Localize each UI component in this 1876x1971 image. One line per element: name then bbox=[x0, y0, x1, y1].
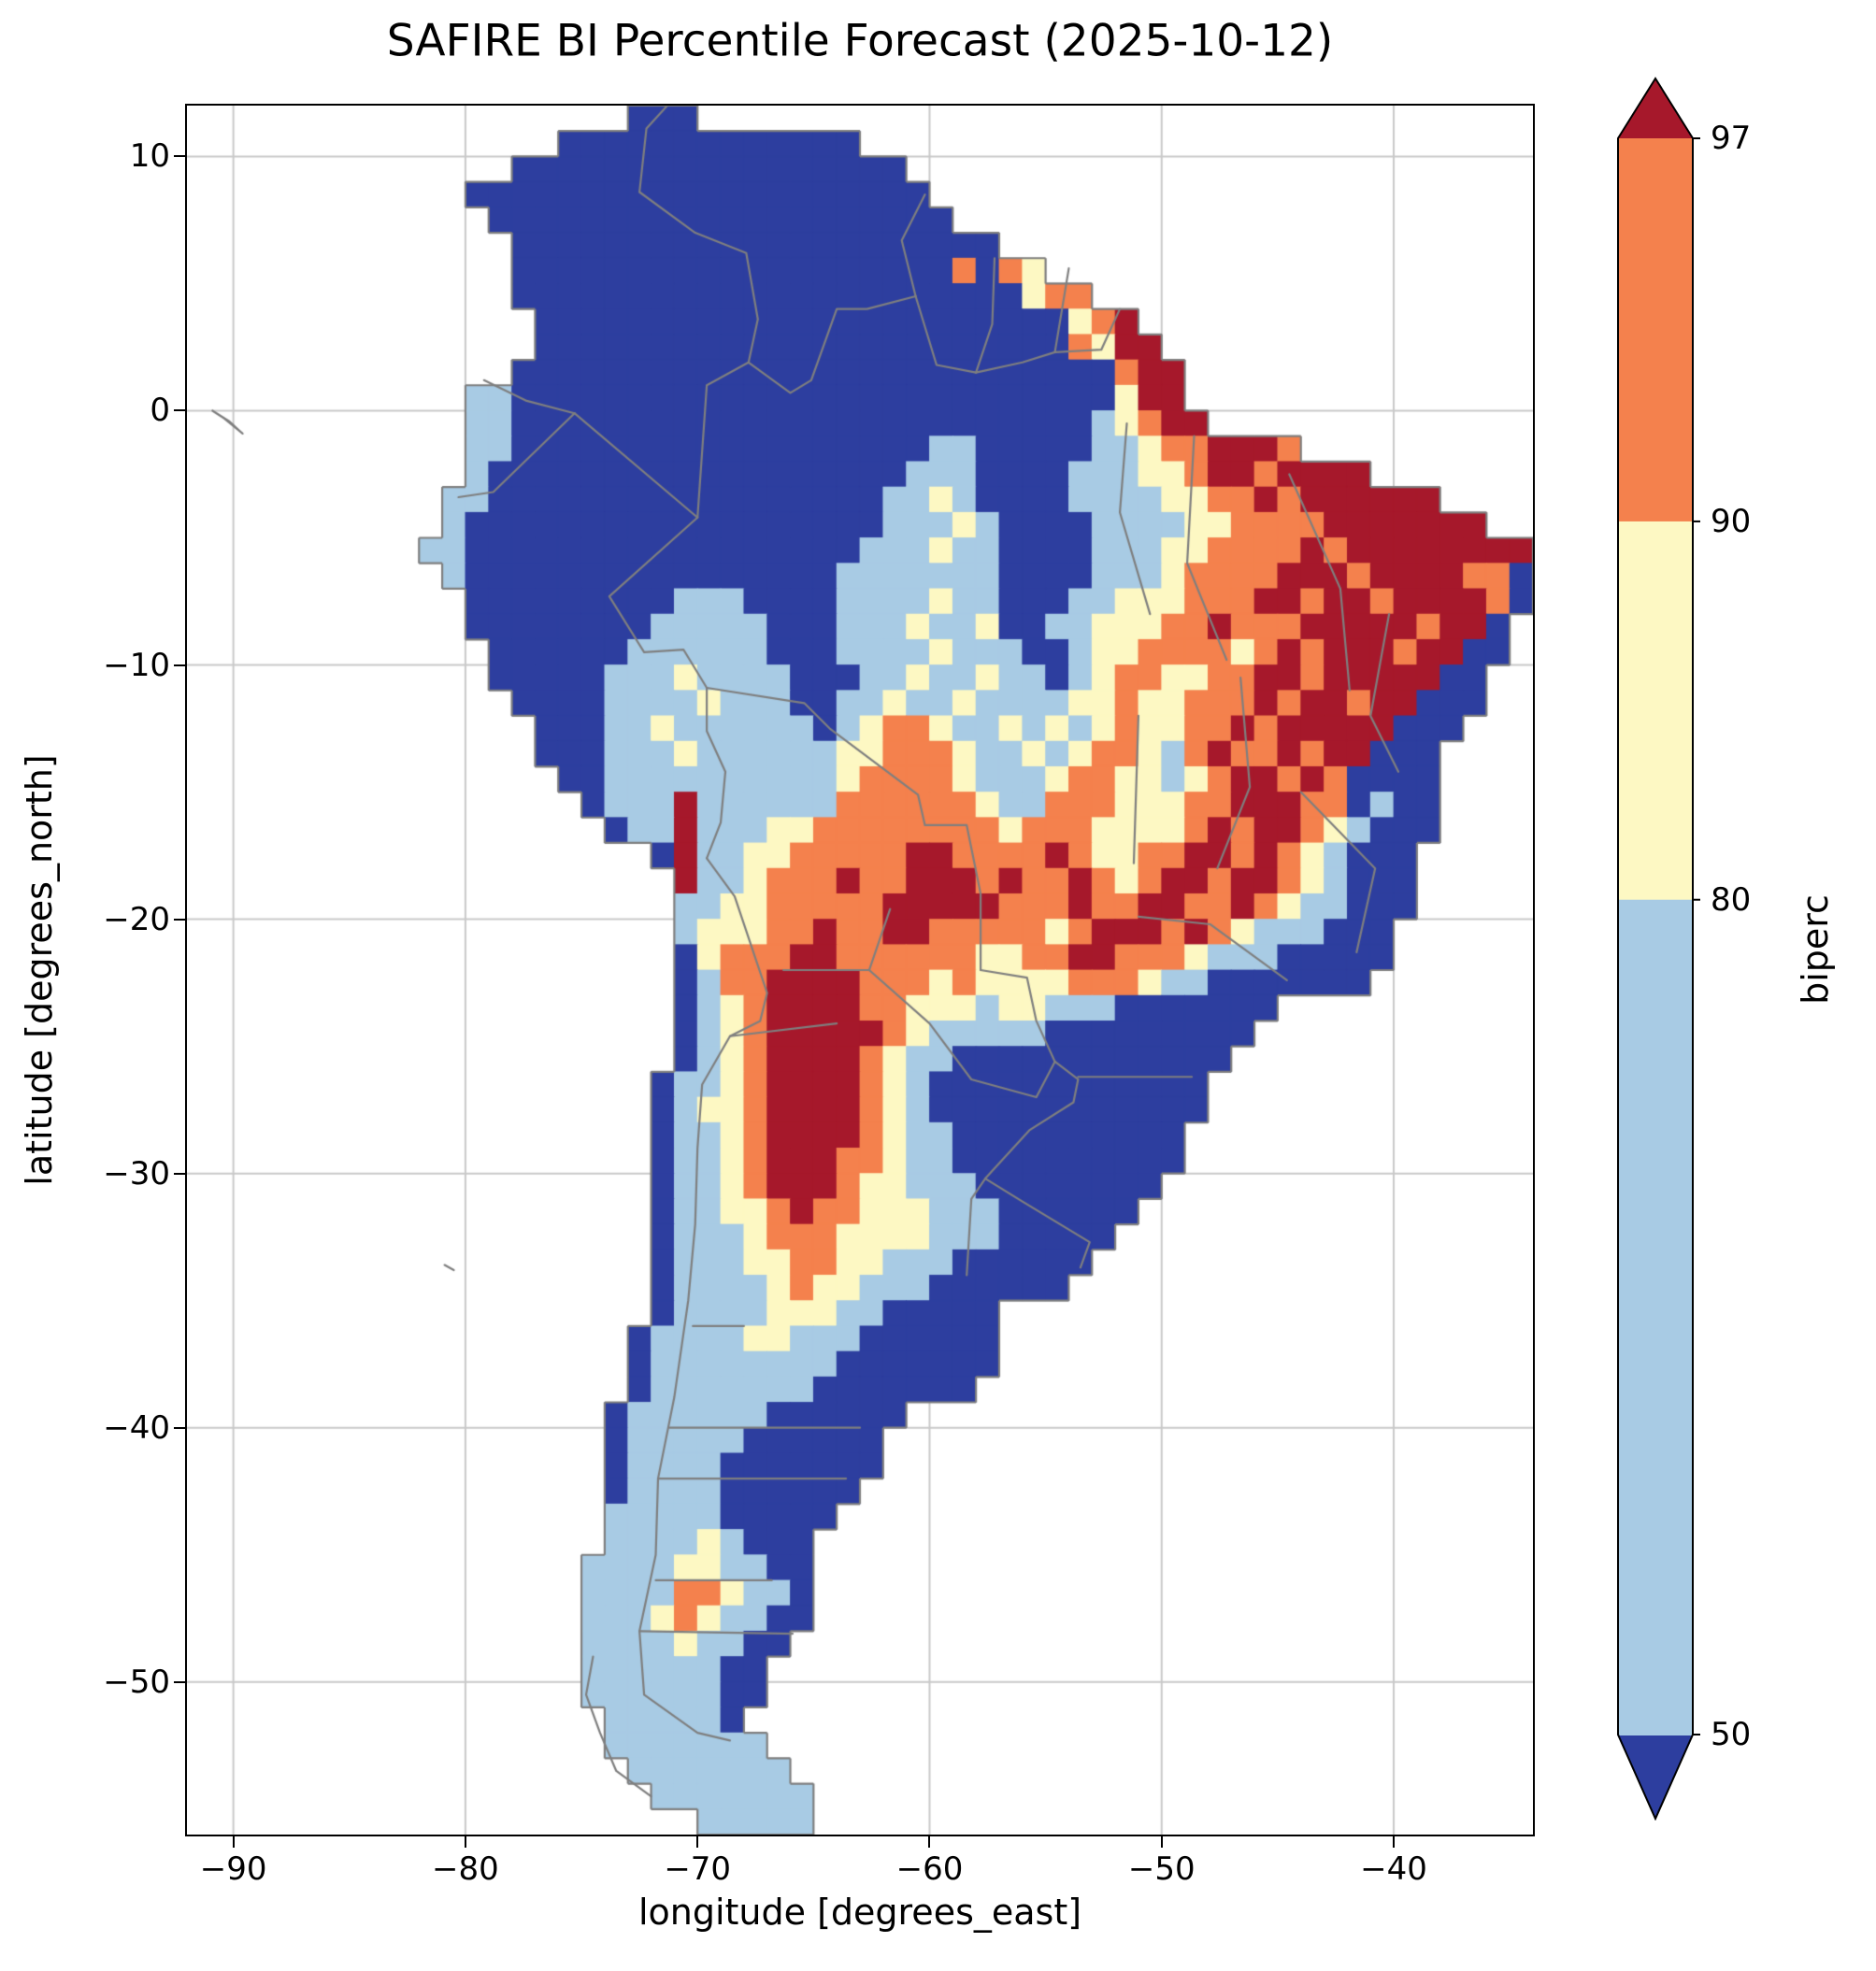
y-tick-label: 0 bbox=[150, 392, 170, 430]
y-tick-label: 10 bbox=[129, 137, 170, 176]
x-tick-label: −60 bbox=[895, 1850, 964, 1888]
chart-title: SAFIRE BI Percentile Forecast (2025-10-1… bbox=[386, 15, 1334, 67]
y-tick-mark bbox=[174, 155, 185, 158]
x-tick-mark bbox=[232, 1836, 235, 1848]
y-tick-label: −20 bbox=[103, 900, 170, 938]
map-plot bbox=[185, 104, 1535, 1836]
x-tick-mark bbox=[1160, 1836, 1163, 1848]
y-tick-mark bbox=[174, 409, 185, 412]
x-tick-label: −70 bbox=[664, 1850, 732, 1888]
y-tick-mark bbox=[174, 664, 185, 666]
x-axis-label: longitude [degrees_east] bbox=[637, 1892, 1082, 1933]
y-tick-label: −50 bbox=[103, 1663, 170, 1701]
y-tick-label: −10 bbox=[103, 646, 170, 684]
colorbar-svg bbox=[1617, 77, 1700, 1821]
colorbar-label: biperc bbox=[1795, 894, 1836, 1005]
colorbar-tick-label: 50 bbox=[1711, 1716, 1752, 1753]
colorbar-tick-label: 80 bbox=[1711, 880, 1752, 919]
y-tick-mark bbox=[174, 918, 185, 921]
x-tick-mark bbox=[464, 1836, 466, 1848]
y-tick-mark bbox=[174, 1426, 185, 1429]
x-tick-label: −90 bbox=[199, 1850, 267, 1888]
y-tick-label: −40 bbox=[103, 1408, 170, 1447]
colorbar bbox=[1617, 77, 1701, 1821]
colorbar-tick-label: 90 bbox=[1711, 502, 1752, 540]
x-tick-label: −80 bbox=[432, 1850, 499, 1888]
y-tick-mark bbox=[174, 1172, 185, 1175]
x-tick-mark bbox=[1393, 1836, 1396, 1848]
x-tick-mark bbox=[928, 1836, 931, 1848]
x-tick-mark bbox=[696, 1836, 699, 1848]
map-canvas bbox=[187, 106, 1533, 1835]
y-tick-label: −30 bbox=[103, 1154, 170, 1193]
x-tick-label: −40 bbox=[1360, 1850, 1427, 1888]
colorbar-tick-label: 97 bbox=[1711, 120, 1752, 157]
x-tick-label: −50 bbox=[1127, 1850, 1196, 1888]
y-axis-label: latitude [degrees_north] bbox=[19, 754, 60, 1186]
y-tick-mark bbox=[174, 1680, 185, 1683]
